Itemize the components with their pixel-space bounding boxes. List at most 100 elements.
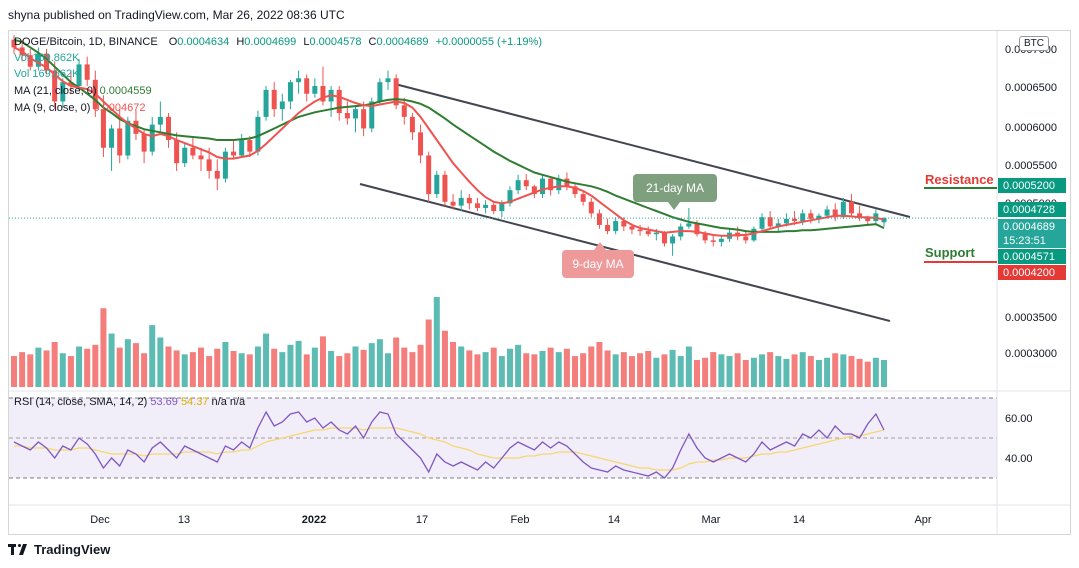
candle-body[interactable]	[426, 155, 432, 195]
candle-body[interactable]	[466, 197, 472, 204]
candle-body[interactable]	[27, 55, 33, 67]
candle-body[interactable]	[442, 174, 448, 202]
candle-body[interactable]	[393, 78, 399, 106]
candle-body[interactable]	[694, 223, 700, 235]
candle-body[interactable]	[759, 217, 765, 229]
candle-body[interactable]	[767, 217, 773, 227]
candle-body[interactable]	[434, 174, 440, 195]
candle-body[interactable]	[336, 89, 342, 114]
candle-body[interactable]	[857, 213, 863, 218]
candle-body[interactable]	[385, 78, 391, 83]
tradingview-logo[interactable]: TradingView	[8, 542, 110, 557]
candle-body[interactable]	[149, 124, 155, 152]
candle-body[interactable]	[605, 224, 611, 232]
candle-body[interactable]	[710, 240, 716, 242]
candle-body[interactable]	[312, 86, 318, 94]
candle-body[interactable]	[800, 213, 806, 222]
ma21-line[interactable]	[13, 38, 885, 233]
channel-upper-line[interactable]	[394, 83, 911, 218]
candle-body[interactable]	[401, 105, 407, 117]
candle-body[interactable]	[832, 209, 838, 218]
candle-body[interactable]	[515, 180, 521, 191]
candle-body[interactable]	[572, 186, 578, 195]
candle-body[interactable]	[523, 180, 529, 187]
candle-body[interactable]	[271, 89, 277, 110]
candle-body[interactable]	[458, 197, 464, 206]
candle-body[interactable]	[588, 201, 594, 214]
candle-body[interactable]	[670, 236, 676, 244]
candle-body[interactable]	[483, 204, 489, 208]
candle-body[interactable]	[580, 194, 586, 202]
candle-body[interactable]	[255, 116, 261, 152]
currency-badge[interactable]: BTC	[1019, 36, 1049, 51]
candle-body[interactable]	[491, 204, 497, 212]
candle-body[interactable]	[540, 178, 546, 195]
candle-body[interactable]	[409, 116, 415, 133]
candle-body[interactable]	[775, 223, 781, 227]
candle-body[interactable]	[287, 82, 293, 102]
candle-body[interactable]	[222, 151, 228, 179]
candle-body[interactable]	[68, 82, 74, 87]
candle-body[interactable]	[279, 101, 285, 110]
candle-body[interactable]	[84, 64, 90, 80]
candle-body[interactable]	[783, 218, 789, 224]
candle-body[interactable]	[369, 101, 375, 129]
candle-body[interactable]	[60, 82, 66, 102]
candle-body[interactable]	[157, 116, 163, 125]
candle-body[interactable]	[304, 78, 310, 94]
candle-body[interactable]	[125, 120, 131, 156]
candle-body[interactable]	[76, 64, 82, 87]
candle-body[interactable]	[686, 223, 692, 227]
candle-body[interactable]	[52, 70, 58, 102]
candle-body[interactable]	[621, 221, 627, 227]
candle-body[interactable]	[881, 218, 887, 223]
candle-body[interactable]	[320, 86, 326, 102]
candle-body[interactable]	[840, 201, 846, 218]
candle-body[interactable]	[109, 128, 115, 148]
candle-body[interactable]	[507, 190, 513, 204]
candle-body[interactable]	[596, 213, 602, 225]
candle-body[interactable]	[816, 215, 822, 219]
candle-body[interactable]	[848, 201, 854, 214]
candle-body[interactable]	[531, 186, 537, 195]
candle-body[interactable]	[263, 89, 269, 117]
candle-body[interactable]	[751, 228, 757, 241]
candle-body[interactable]	[100, 109, 106, 148]
candle-body[interactable]	[653, 232, 659, 235]
candle-body[interactable]	[198, 155, 204, 160]
candle-body[interactable]	[613, 221, 619, 232]
candle-body[interactable]	[718, 238, 724, 242]
candle-body[interactable]	[141, 133, 147, 152]
candle-body[interactable]	[743, 236, 749, 241]
candle-body[interactable]	[450, 201, 456, 206]
candle-body[interactable]	[499, 203, 505, 212]
rsi-line[interactable]	[13, 410, 885, 479]
candle-body[interactable]	[182, 147, 188, 164]
candle-body[interactable]	[11, 39, 17, 48]
candle-body[interactable]	[548, 178, 554, 191]
candle-body[interactable]	[296, 78, 302, 83]
candle-body[interactable]	[44, 53, 50, 71]
candle-body[interactable]	[377, 82, 383, 102]
candle-body[interactable]	[231, 151, 237, 156]
symbol-name[interactable]: DOGE/Bitcoin, 1D, BINANCE	[14, 36, 158, 48]
candle-body[interactable]	[117, 128, 123, 156]
candle-body[interactable]	[824, 209, 830, 216]
candle-body[interactable]	[702, 234, 708, 241]
candle-body[interactable]	[637, 229, 643, 232]
candle-body[interactable]	[361, 109, 367, 129]
candle-body[interactable]	[418, 132, 424, 156]
candle-body[interactable]	[190, 147, 196, 156]
candle-body[interactable]	[629, 226, 635, 230]
candle-body[interactable]	[214, 170, 220, 179]
candle-body[interactable]	[344, 113, 350, 119]
candle-body[interactable]	[792, 218, 798, 222]
candle-body[interactable]	[352, 109, 358, 119]
candle-body[interactable]	[865, 217, 871, 222]
candle-body[interactable]	[808, 213, 814, 219]
candle-body[interactable]	[206, 159, 212, 171]
candle-body[interactable]	[35, 53, 41, 67]
candle-body[interactable]	[239, 140, 245, 156]
candle-body[interactable]	[661, 232, 667, 244]
